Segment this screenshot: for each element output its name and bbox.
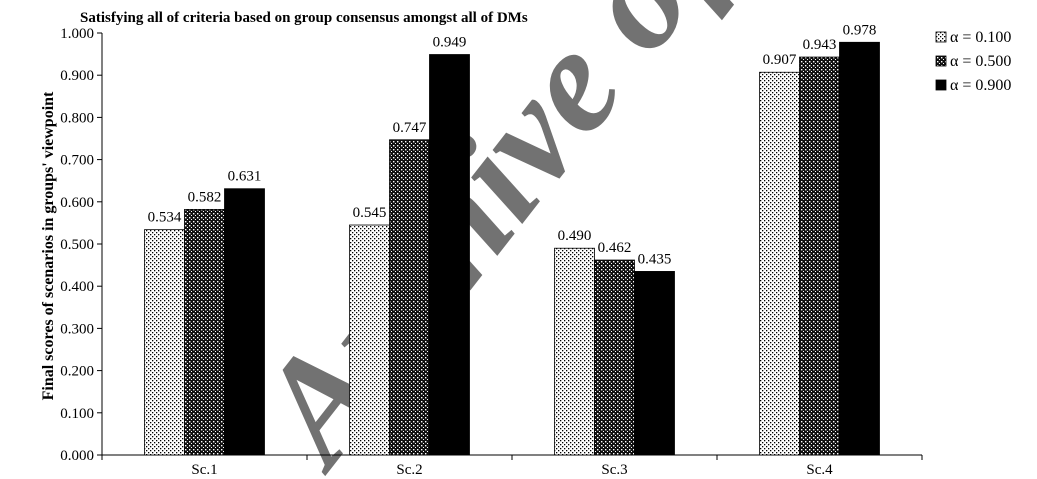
legend-swatch	[935, 31, 947, 43]
y-tick-label: 0.900	[60, 68, 94, 84]
y-tick-label: 0.500	[60, 237, 94, 253]
bar	[594, 259, 635, 456]
bar	[184, 208, 225, 456]
legend-label: α = 0.500	[950, 53, 1011, 70]
data-label: 0.462	[598, 240, 632, 256]
data-label: 0.545	[353, 205, 387, 221]
legend-label: α = 0.900	[950, 77, 1011, 94]
y-tick-label: 0.000	[60, 448, 94, 464]
bar	[429, 54, 470, 456]
x-tick-label: Sc.4	[806, 462, 833, 478]
legend-label: α = 0.100	[950, 29, 1011, 46]
data-label: 0.534	[148, 210, 182, 226]
legend-swatch	[935, 55, 947, 67]
x-tick-label: Sc.1	[191, 462, 217, 478]
chart-title: Satisfying all of criteria based on grou…	[80, 10, 528, 26]
y-tick-label: 0.100	[60, 406, 94, 422]
data-label: 0.943	[803, 37, 837, 53]
y-tick-label: 0.200	[60, 364, 94, 380]
bar	[839, 41, 880, 456]
data-label: 0.907	[763, 52, 797, 68]
y-axis: 0.000 0.100 0.200 0.300 0.400 0.500 0.600 0.700…	[60, 26, 103, 464]
y-tick-label: 0.400	[60, 279, 94, 295]
data-label: 0.582	[188, 189, 222, 205]
data-label: 0.490	[558, 228, 592, 244]
bar	[554, 247, 595, 456]
bar	[634, 271, 675, 456]
bar	[144, 229, 185, 456]
data-labels: 0.534 0.582 0.631 0.545 0.747 0.949 0.490 0.462…	[148, 22, 877, 267]
data-label: 0.747	[393, 120, 427, 136]
y-tick-label: 0.700	[60, 153, 94, 169]
bar	[799, 56, 840, 456]
legend: α = 0.100 α = 0.500 α = 0.900	[935, 29, 1011, 94]
x-tick-label: Sc.3	[601, 462, 627, 478]
data-label: 0.631	[228, 169, 262, 185]
bar	[759, 71, 800, 456]
x-axis: Sc.1 Sc.2 Sc.3 Sc.4	[101, 454, 923, 478]
data-label: 0.435	[638, 251, 672, 267]
data-label: 0.978	[843, 22, 877, 38]
y-tick-label: 0.800	[60, 110, 94, 126]
bar	[224, 188, 265, 456]
y-tick-label: 1.000	[60, 26, 94, 42]
bar-series	[144, 41, 880, 456]
x-tick-label: Sc.2	[396, 462, 422, 478]
y-tick-label: 0.600	[60, 195, 94, 211]
data-label: 0.949	[433, 35, 467, 51]
y-tick-label: 0.300	[60, 321, 94, 337]
legend-swatch	[935, 79, 947, 91]
bar	[389, 139, 430, 456]
bar	[349, 224, 390, 456]
y-axis-label: Final scores of scenarios in groups' vie…	[40, 91, 57, 400]
